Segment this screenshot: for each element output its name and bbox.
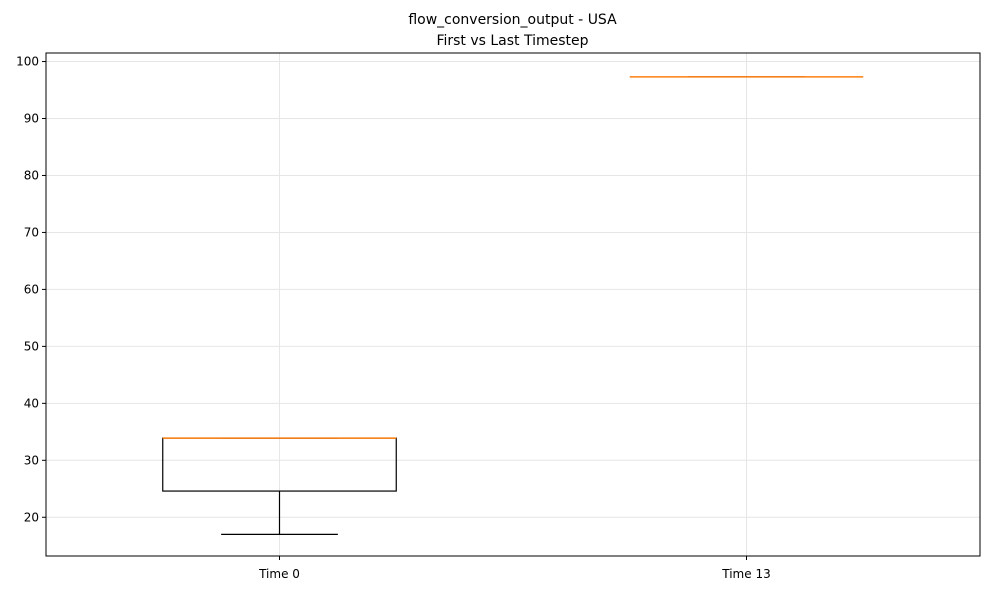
y-tick-label: 80 [24, 168, 39, 182]
y-tick-label: 100 [16, 55, 39, 69]
plot-area-frame [45, 52, 981, 557]
x-tick-label: Time 0 [258, 567, 300, 581]
y-tick-label: 20 [24, 510, 39, 524]
chart-title: flow_conversion_output - USA [408, 12, 617, 28]
boxes [162, 76, 864, 535]
axes: 20 30 40 50 60 70 80 90 100 Time 0 Time 13 [16, 55, 771, 581]
chart-subtitle: First vs Last Timestep [436, 33, 588, 49]
y-tick-label: 70 [24, 225, 39, 239]
box-time-0 [162, 437, 397, 535]
y-tick-label: 60 [24, 282, 39, 296]
y-tick-label: 40 [24, 396, 39, 410]
grid-lines [46, 53, 980, 556]
y-tick-label: 90 [24, 112, 39, 126]
y-tick-label: 50 [24, 339, 39, 353]
y-tick-label: 30 [24, 453, 39, 467]
x-tick-label: Time 13 [721, 567, 770, 581]
